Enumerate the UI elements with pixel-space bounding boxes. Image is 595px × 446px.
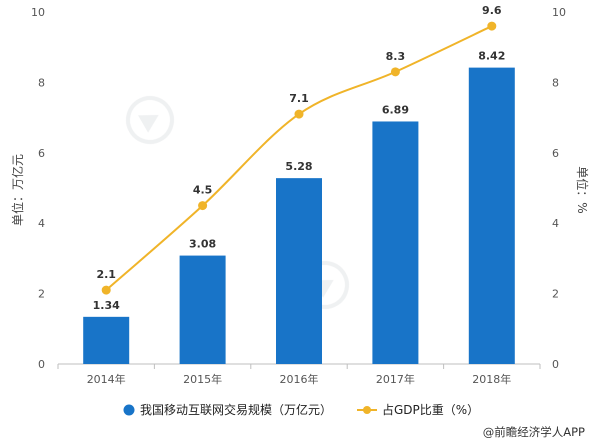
bar: [276, 178, 322, 364]
line-point: [390, 67, 400, 77]
bar-series: [83, 67, 515, 364]
bar-data-label: 3.08: [189, 238, 216, 251]
line-data-label: 2.1: [96, 268, 116, 281]
bar: [372, 121, 419, 364]
line-data-label: 7.1: [289, 92, 309, 105]
legend: 我国移动互联网交易规模（万亿元） 占GDP比重（%）: [123, 402, 479, 417]
y-tick-label: 0: [38, 358, 45, 371]
line-data-label: 9.6: [482, 4, 502, 17]
line-data-label: 8.3: [386, 50, 406, 63]
x-tick-label: 2018年: [472, 372, 511, 386]
line-data-label: 4.5: [193, 184, 213, 197]
line-point: [487, 21, 497, 31]
data-labels: 1.34 3.08 5.28 6.89 8.42 2.1 4.5 7.1 8.3 9.6: [93, 4, 506, 312]
legend-bar-swatch: [123, 404, 135, 416]
y2-tick-label: 8: [552, 76, 559, 89]
y-tick-label: 4: [38, 217, 45, 230]
y-tick-label: 2: [38, 288, 45, 301]
bar: [83, 316, 130, 364]
y-tick-label: 10: [31, 6, 45, 19]
bar: [179, 255, 226, 364]
y-tick-label: 8: [38, 76, 45, 89]
y2-tick-label: 0: [552, 358, 559, 371]
x-tick-label: 2017年: [376, 372, 415, 386]
bar-data-label: 6.89: [382, 103, 409, 116]
line-point: [101, 285, 111, 295]
bar-data-label: 5.28: [285, 160, 312, 173]
bar-data-label: 1.34: [93, 299, 120, 312]
source-credit: @前瞻经济学人APP: [483, 425, 585, 439]
x-tick-label: 2015年: [183, 372, 222, 386]
legend-line-marker: [363, 406, 371, 414]
y-tick-label: 6: [38, 147, 45, 160]
y2-axis-title: 单位：%: [575, 166, 590, 213]
x-tick-label: 2014年: [87, 372, 126, 386]
line-point: [198, 201, 208, 211]
y-axis-title: 单位：万亿元: [10, 154, 25, 226]
legend-line-label: 占GDP比重（%）: [382, 402, 479, 417]
x-tick-label: 2016年: [280, 372, 319, 386]
bar-data-label: 8.42: [478, 50, 505, 63]
y2-tick-label: 6: [552, 147, 559, 160]
line-series: [101, 21, 497, 295]
y2-tick-label: 4: [552, 217, 559, 230]
y2-tick-label: 2: [552, 288, 559, 301]
bar: [468, 67, 515, 364]
line-point: [294, 109, 304, 119]
legend-bar-label: 我国移动互联网交易规模（万亿元）: [140, 402, 332, 417]
y2-tick-label: 10: [552, 6, 566, 19]
